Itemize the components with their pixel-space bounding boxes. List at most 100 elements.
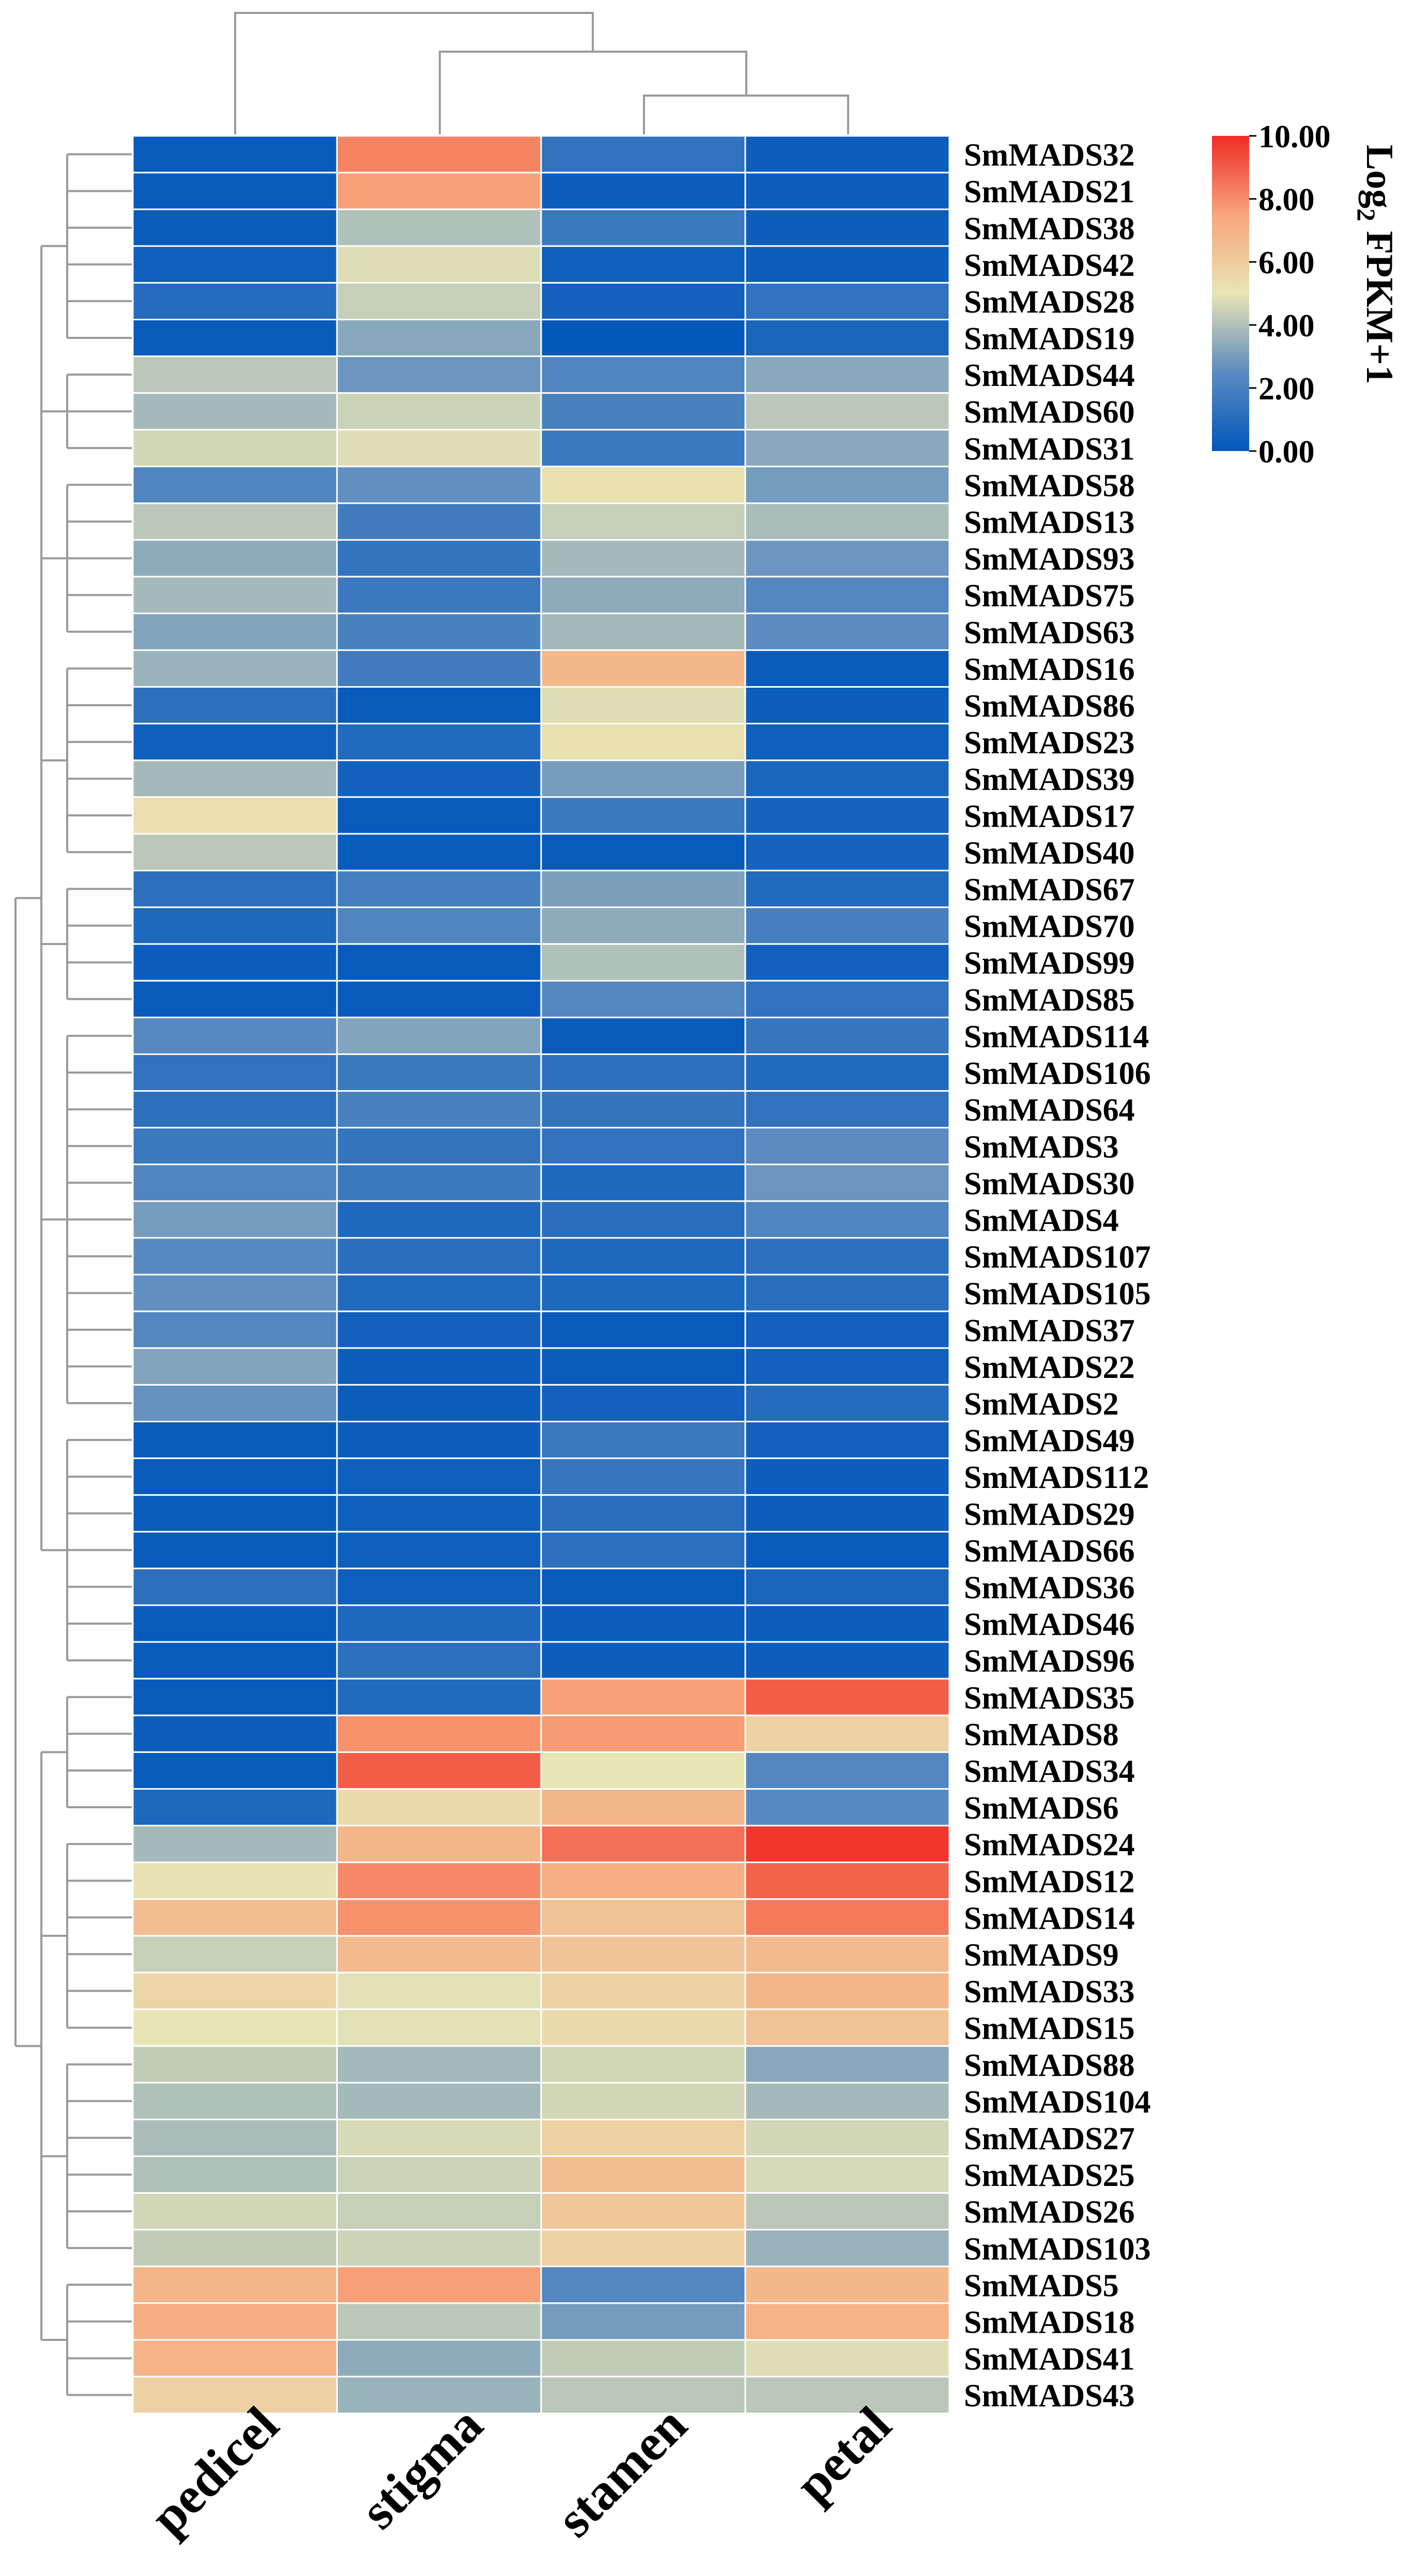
heatmap-cell — [336, 1457, 542, 1496]
row-label: SmMADS106 — [964, 1056, 1151, 1091]
heatmap-cell — [540, 1972, 746, 2010]
heatmap-cell — [744, 1678, 950, 1716]
row-label: SmMADS63 — [964, 615, 1135, 650]
row-label: SmMADS99 — [964, 946, 1135, 981]
heatmap-cell — [744, 1163, 950, 1202]
heatmap-cell — [336, 172, 542, 210]
heatmap-cell — [132, 319, 338, 358]
heatmap-cell — [744, 2155, 950, 2194]
heatmap-cell — [540, 539, 746, 578]
heatmap-cell — [336, 319, 542, 358]
heatmap-cell — [744, 1604, 950, 1643]
heatmap-cell — [336, 1237, 542, 1276]
heatmap-cell — [540, 2229, 746, 2268]
row-label: SmMADS44 — [964, 358, 1135, 393]
heatmap-cell — [540, 1163, 746, 1202]
heatmap-cell — [540, 870, 746, 908]
heatmap-cell — [336, 208, 542, 247]
colorbar-tick-label: 10.00 — [1258, 119, 1331, 154]
heatmap-cell — [132, 2008, 338, 2047]
heatmap-cell — [132, 1384, 338, 1422]
row-label: SmMADS40 — [964, 835, 1135, 871]
heatmap-cell — [336, 1200, 542, 1239]
heatmap-cell — [744, 1016, 950, 1056]
row-label: SmMADS13 — [964, 505, 1135, 540]
heatmap-cell — [132, 2082, 338, 2120]
heatmap-cell — [540, 612, 746, 651]
heatmap-cell — [744, 1237, 950, 1276]
heatmap-cell — [132, 1016, 338, 1056]
heatmap-cell — [132, 1935, 338, 1974]
heatmap-cell — [132, 833, 338, 872]
heatmap-cell — [744, 282, 950, 321]
row-label: SmMADS104 — [964, 2085, 1151, 2120]
heatmap-cell — [132, 1310, 338, 1349]
heatmap-cell — [336, 1714, 542, 1753]
heatmap-cell — [336, 1384, 542, 1422]
heatmap-cell — [336, 1935, 542, 1974]
heatmap-cell — [540, 135, 746, 174]
heatmap-cell — [336, 1310, 542, 1349]
heatmap-cell — [744, 1127, 950, 1166]
heatmap-cell — [744, 1274, 950, 1312]
heatmap-cell — [744, 2265, 950, 2304]
heatmap-cell — [744, 392, 950, 431]
heatmap-cell — [336, 2118, 542, 2157]
row-label: SmMADS103 — [964, 2231, 1151, 2267]
row-label: SmMADS26 — [964, 2195, 1135, 2230]
row-label: SmMADS42 — [964, 248, 1135, 283]
heatmap-cell — [132, 502, 338, 541]
heatmap-cell — [540, 1751, 746, 1790]
heatmap-cell — [132, 612, 338, 651]
heatmap-cell — [132, 870, 338, 908]
row-label: SmMADS14 — [964, 1901, 1135, 1936]
heatmap-cell — [540, 1053, 746, 1092]
heatmap-cell — [336, 686, 542, 725]
heatmap-cell — [336, 502, 542, 541]
heatmap-cell — [336, 943, 542, 982]
heatmap-cell — [336, 906, 542, 945]
heatmap-cell — [336, 1053, 542, 1092]
heatmap-cell — [132, 649, 338, 688]
heatmap-cell — [336, 612, 542, 651]
heatmap-cell — [132, 2155, 338, 2194]
heatmap-cell — [132, 1347, 338, 1386]
heatmap-cell — [336, 1604, 542, 1643]
heatmap-cell — [744, 796, 950, 835]
heatmap-cell — [132, 429, 338, 468]
column-label: stamen — [546, 2396, 698, 2548]
heatmap-cell — [540, 1016, 746, 1056]
heatmap-cell — [132, 2118, 338, 2157]
row-label: SmMADS43 — [964, 2379, 1135, 2414]
heatmap-cell — [540, 2045, 746, 2084]
heatmap-cell — [744, 1714, 950, 1753]
colorbar-ticks: 10.00 8.00 6.00 4.00 2.00 0.00 — [1249, 119, 1331, 470]
heatmap-cell — [744, 612, 950, 651]
heatmap-cell — [132, 1531, 338, 1570]
heatmap-cell — [744, 2045, 950, 2084]
row-label: SmMADS67 — [964, 873, 1135, 908]
row-label: SmMADS27 — [964, 2121, 1135, 2156]
heatmap-cell — [132, 1825, 338, 1864]
row-label: SmMADS18 — [964, 2305, 1135, 2340]
heatmap-cell — [744, 1751, 950, 1790]
row-label: SmMADS66 — [964, 1533, 1135, 1569]
heatmap-cell — [336, 723, 542, 762]
heatmap-cell — [132, 906, 338, 945]
row-label: SmMADS96 — [964, 1644, 1135, 1679]
heatmap-cell — [336, 429, 542, 468]
row-label: SmMADS86 — [964, 689, 1135, 724]
heatmap-cell — [744, 649, 950, 688]
heatmap-cell — [744, 429, 950, 468]
heatmap-cell — [744, 1421, 950, 1460]
heatmap-cell — [132, 723, 338, 762]
heatmap-cell — [540, 1898, 746, 1937]
colorbar-gradient — [1212, 136, 1249, 451]
row-label: SmMADS112 — [964, 1460, 1149, 1495]
heatmap-cell — [540, 576, 746, 614]
heatmap-cell — [540, 208, 746, 247]
row-label: SmMADS17 — [964, 799, 1135, 834]
heatmap-cell — [132, 686, 338, 725]
heatmap-cell — [744, 172, 950, 210]
row-labels: SmMADS32SmMADS21SmMADS38SmMADS42SmMADS28… — [964, 138, 1151, 2414]
